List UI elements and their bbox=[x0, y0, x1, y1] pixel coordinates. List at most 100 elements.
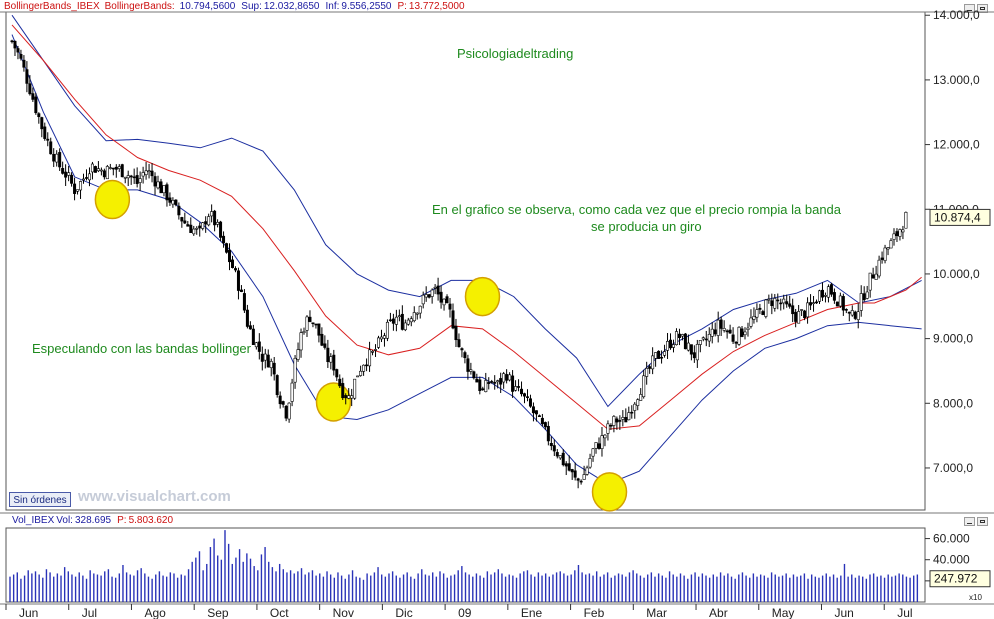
candle-body bbox=[800, 309, 804, 311]
time-tick-label: Ene bbox=[521, 606, 543, 619]
candle-body bbox=[558, 455, 562, 459]
candle-body bbox=[680, 334, 684, 337]
time-tick-label: Ago bbox=[144, 606, 166, 619]
candle-body bbox=[788, 303, 792, 307]
candle-body bbox=[585, 467, 589, 475]
candle-body bbox=[144, 170, 148, 176]
price-y-tick-label: 13.000,0 bbox=[933, 73, 980, 87]
candle-body bbox=[305, 316, 309, 331]
candle-body bbox=[138, 178, 142, 183]
candle-body bbox=[594, 442, 598, 449]
candle-body bbox=[382, 335, 386, 339]
candle-body bbox=[228, 249, 232, 263]
candle-body bbox=[320, 333, 324, 346]
candle-body bbox=[302, 331, 306, 334]
header-p-label: P: bbox=[397, 1, 407, 12]
annotation-top: Psicologiadeltrading bbox=[457, 46, 574, 61]
candle-body bbox=[37, 113, 41, 118]
candle-body bbox=[868, 272, 872, 291]
candle-body bbox=[776, 299, 780, 302]
candle-body bbox=[248, 325, 252, 330]
volume-scale-multiplier: x10 bbox=[969, 593, 982, 602]
candle-body bbox=[463, 352, 467, 359]
candle-body bbox=[651, 355, 655, 370]
candle-body bbox=[165, 184, 169, 201]
candle-body bbox=[251, 328, 255, 345]
time-tick-label: 09 bbox=[458, 606, 472, 619]
candle-body bbox=[582, 474, 586, 480]
candle-body bbox=[180, 217, 184, 222]
candle-body bbox=[728, 329, 732, 334]
candle-body bbox=[630, 411, 634, 414]
candle-body bbox=[183, 220, 187, 224]
candle-body bbox=[838, 295, 842, 307]
candle-body bbox=[537, 415, 541, 417]
candle-body bbox=[528, 398, 532, 407]
volume-panel-minimize-button[interactable] bbox=[964, 517, 975, 526]
candle-body bbox=[826, 286, 830, 298]
header-sup-label: Sup: bbox=[241, 1, 262, 12]
candle-body bbox=[365, 364, 369, 367]
candle-body bbox=[603, 434, 607, 439]
candle-body bbox=[597, 443, 601, 449]
candle-body bbox=[791, 305, 795, 315]
candle-body bbox=[567, 463, 571, 471]
orders-button[interactable]: Sin órdenes bbox=[9, 492, 71, 507]
candle-body bbox=[478, 379, 482, 391]
candle-body bbox=[725, 330, 729, 333]
candle-body bbox=[338, 378, 342, 387]
candle-body bbox=[82, 178, 86, 181]
candle-body bbox=[236, 270, 240, 291]
candle-body bbox=[213, 210, 217, 226]
candle-body bbox=[207, 216, 211, 226]
candle-body bbox=[889, 240, 893, 249]
header-indicator-value: 10.794,5600 bbox=[179, 1, 236, 12]
candle-body bbox=[198, 225, 202, 229]
candle-body bbox=[73, 183, 77, 194]
candle-body bbox=[615, 418, 619, 423]
candle-body bbox=[269, 361, 273, 369]
candle-body bbox=[162, 185, 166, 194]
candle-body bbox=[666, 341, 670, 351]
candle-body bbox=[815, 301, 819, 304]
candle-body bbox=[391, 318, 395, 324]
candle-body bbox=[108, 167, 112, 169]
header-inf-value: 9.556,2550 bbox=[341, 1, 392, 12]
price-y-tick-label: 9.000,0 bbox=[933, 332, 973, 346]
candle-body bbox=[707, 334, 711, 342]
candle-body bbox=[263, 353, 267, 361]
candle-body bbox=[210, 211, 214, 217]
candle-body bbox=[487, 382, 491, 384]
volume-panel-maximize-button[interactable] bbox=[977, 517, 988, 526]
candle-body bbox=[120, 164, 124, 178]
candle-body bbox=[272, 362, 276, 375]
candle-body bbox=[43, 126, 47, 139]
last-volume-label: 247.972 bbox=[934, 572, 978, 586]
candle-body bbox=[388, 319, 392, 322]
candle-body bbox=[472, 371, 476, 379]
candle-body bbox=[820, 289, 824, 298]
candle-body bbox=[409, 318, 413, 323]
candle-body bbox=[895, 231, 899, 237]
candle-body bbox=[353, 378, 357, 399]
candle-body bbox=[90, 163, 94, 173]
candle-body bbox=[797, 311, 801, 324]
candle-body bbox=[61, 168, 65, 174]
candle-body bbox=[683, 333, 687, 350]
annotation-left: Especulando con las bandas bollinger bbox=[32, 341, 251, 356]
candle-body bbox=[734, 341, 738, 344]
candle-body bbox=[219, 221, 223, 238]
candle-body bbox=[716, 319, 720, 336]
volume-value: 328.695 bbox=[74, 515, 112, 526]
candle-body bbox=[141, 172, 145, 177]
price-y-tick-label: 8.000,0 bbox=[933, 396, 973, 410]
candle-body bbox=[317, 323, 321, 336]
time-tick-label: Jun bbox=[834, 606, 853, 619]
candle-body bbox=[829, 284, 833, 295]
candle-body bbox=[573, 470, 577, 478]
header-inf-label: Inf: bbox=[325, 1, 340, 12]
candle-body bbox=[335, 369, 339, 378]
candle-body bbox=[350, 395, 354, 399]
